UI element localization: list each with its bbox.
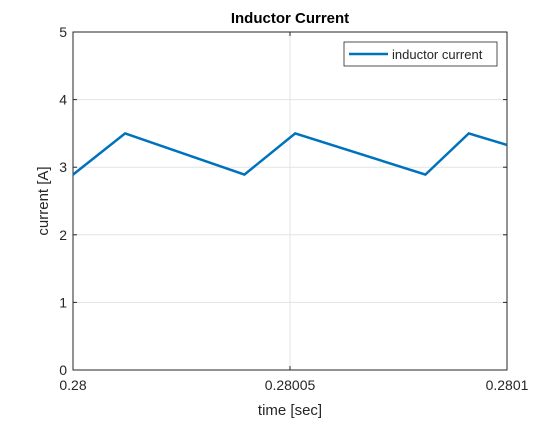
y-tick-label: 2	[59, 227, 67, 243]
x-axis-label: time [sec]	[258, 402, 322, 419]
x-tick-label: 0.28	[59, 377, 86, 393]
y-axis-label: current [A]	[35, 166, 52, 235]
x-tick-label: 0.28005	[265, 377, 316, 393]
axis-ticks: 0.28 0.28005 0.2801 0 1 2 3 4 5	[59, 24, 528, 393]
legend-label: inductor current	[392, 47, 483, 62]
chart-title: Inductor Current	[231, 10, 349, 27]
grid	[73, 32, 507, 370]
y-tick-label: 5	[59, 24, 67, 40]
x-tick-label: 0.2801	[486, 377, 529, 393]
y-tick-label: 0	[59, 362, 67, 378]
y-tick-label: 4	[59, 92, 67, 108]
y-tick-label: 3	[59, 159, 67, 175]
y-tick-label: 1	[59, 294, 67, 310]
series-line-inductor-current	[72, 131, 508, 177]
series-layer	[72, 131, 508, 177]
legend: inductor current	[343, 41, 498, 67]
